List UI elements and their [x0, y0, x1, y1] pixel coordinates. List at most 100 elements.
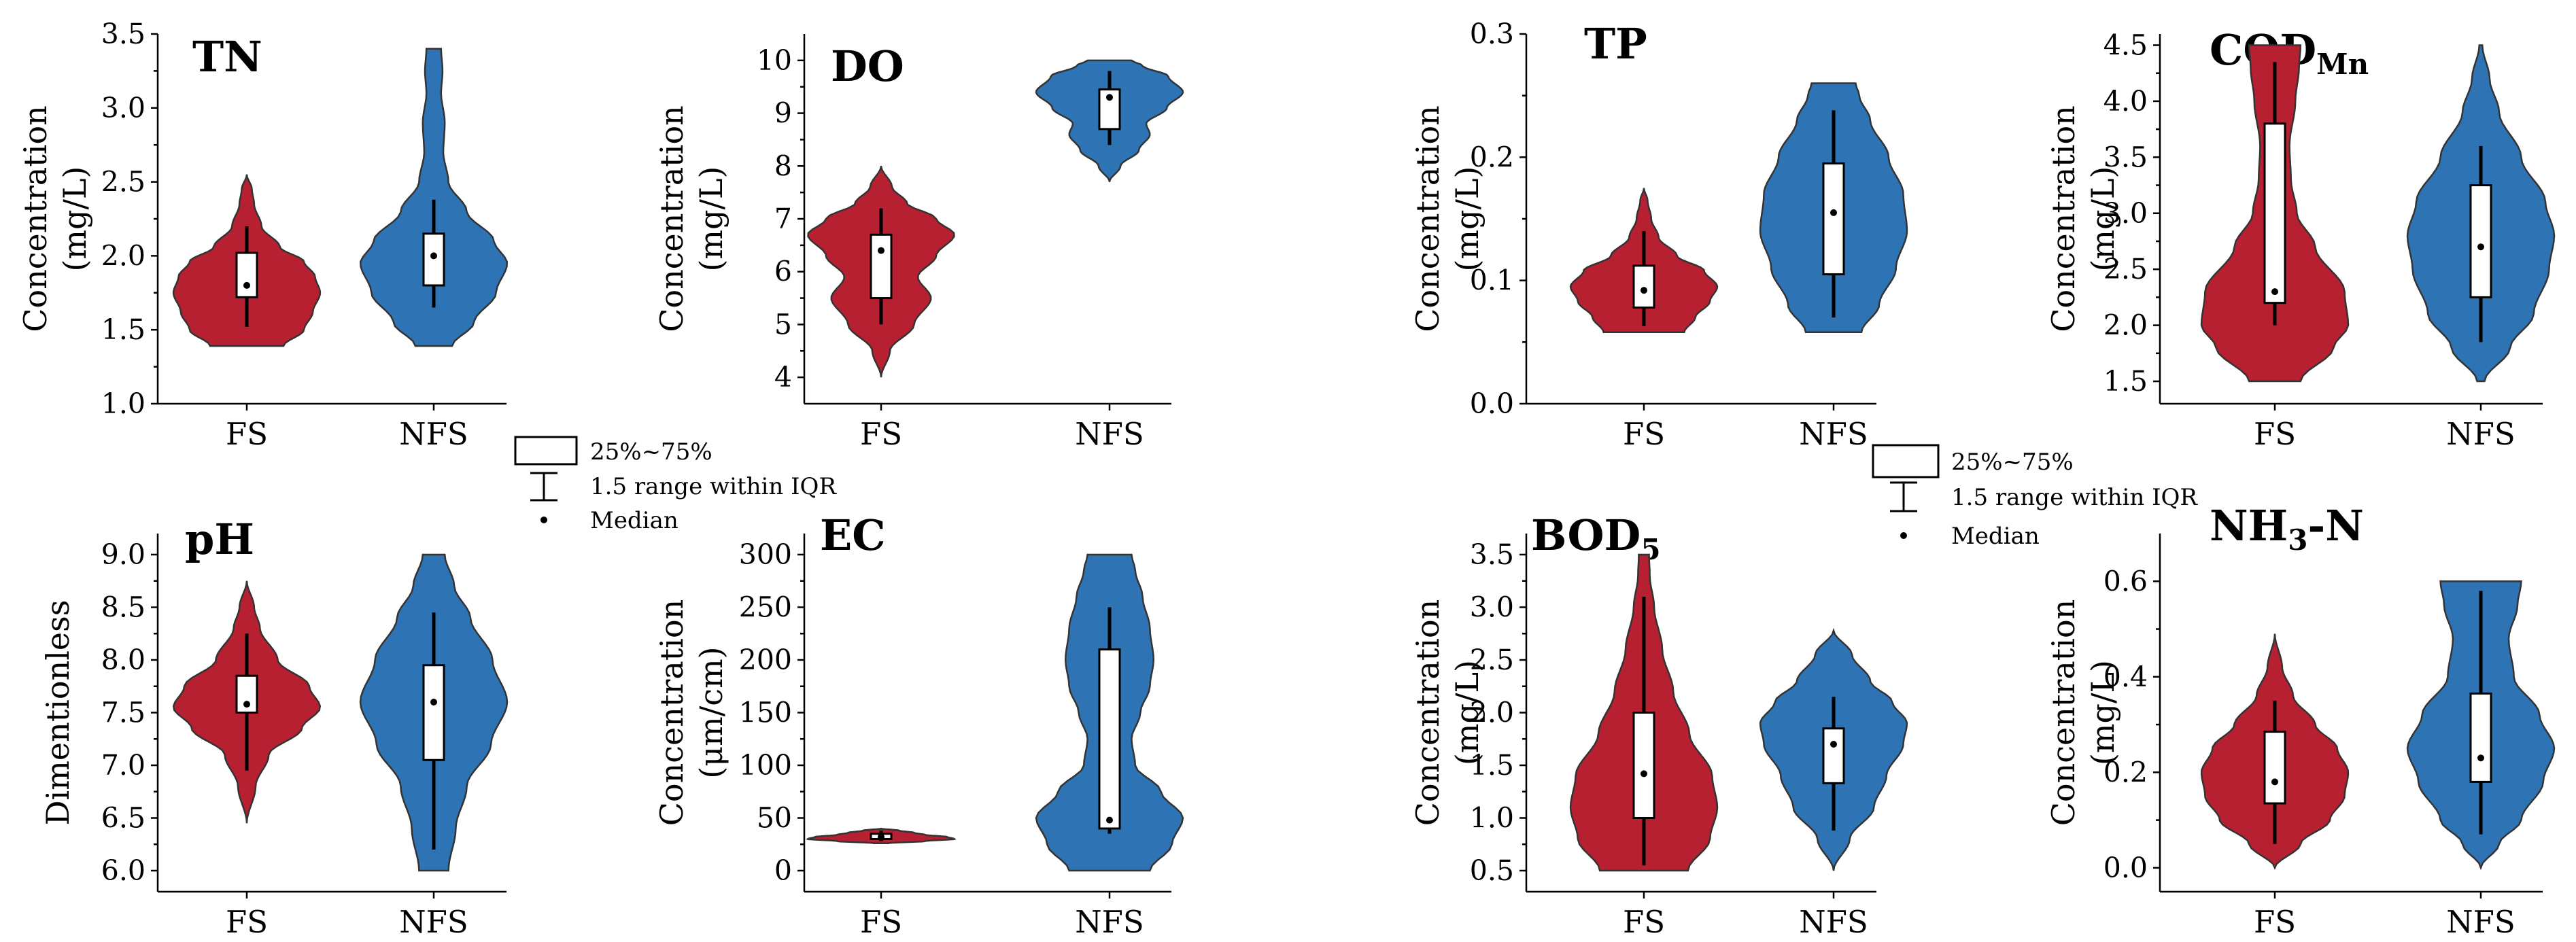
legend-whisker-swatch — [1890, 481, 1917, 512]
median-dot — [1106, 816, 1113, 824]
legend-right: 25%~75% 1.5 range within IQR Median — [1872, 444, 2198, 550]
median-dot — [430, 252, 437, 260]
y-tick-label: 200 — [739, 644, 792, 676]
x-category-label: FS — [860, 416, 902, 452]
iqr-box — [1632, 264, 1655, 309]
violin-nfs — [359, 48, 509, 347]
median-dot — [430, 699, 437, 705]
y-tick-label: 0.6 — [2103, 565, 2148, 597]
x-category-label: FS — [226, 416, 268, 452]
y-tick-label: 4.5 — [2103, 29, 2148, 61]
y-tick-label: 7.0 — [101, 749, 145, 782]
iqr-box — [422, 664, 445, 761]
median-dot — [243, 701, 250, 708]
y-tick-label: 4 — [774, 361, 792, 394]
y-tick-label: 0.2 — [2103, 756, 2148, 788]
x-category-label: FS — [1623, 416, 1665, 452]
y-tick-label: 1.5 — [101, 313, 145, 346]
y-tick-label: 5 — [774, 308, 792, 341]
legend-whisker-label: 1.5 range within IQR — [590, 473, 837, 500]
median-dot — [878, 833, 885, 841]
x-category-label: FS — [2254, 416, 2296, 452]
y-tick-label: 10 — [757, 44, 792, 77]
y-axis-title: Dimentionless — [39, 600, 76, 826]
y-axis-title: Concentration — [653, 105, 690, 332]
y-axis-title: Concentration — [1409, 599, 1446, 826]
y-tick-label: 3.0 — [1470, 591, 1514, 624]
x-category-label: NFS — [2446, 904, 2515, 940]
median-dot — [2271, 288, 2278, 296]
x-category-label: NFS — [1075, 416, 1144, 452]
legend-box-label: 25%~75% — [1951, 449, 2074, 476]
panel-title: TN — [192, 32, 262, 82]
y-axis-title: (mg/L) — [1449, 166, 1486, 271]
iqr-box — [2469, 184, 2492, 298]
y-axis-title: Concentration — [17, 105, 54, 332]
y-tick-label: 6.5 — [101, 802, 145, 835]
y-tick-label: 0.3 — [1470, 18, 1514, 50]
median-dot — [2477, 754, 2484, 762]
y-tick-label: 3.0 — [2103, 197, 2148, 230]
panel-title: NH3-N — [2210, 501, 2364, 557]
y-tick-label: 3.5 — [101, 18, 145, 50]
median-dot — [878, 247, 885, 254]
y-axis-title: Concentration — [653, 599, 690, 826]
x-category-label: FS — [860, 904, 902, 940]
iqr-box — [2469, 692, 2492, 783]
median-dot — [1641, 287, 1647, 294]
iqr-box — [235, 674, 258, 714]
y-tick-label: 0.1 — [1470, 264, 1514, 297]
y-tick-label: 6.0 — [101, 854, 145, 887]
y-axis-title: (mg/L) — [2084, 166, 2121, 271]
panel-ph: 6.0 6.5 7.0 7.5 8.0 8.5 9.0 FS NFS Dimentionless p… — [39, 514, 509, 940]
x-category-label: FS — [1623, 904, 1665, 940]
y-axis-title: (mg/L) — [693, 166, 729, 271]
x-category-label: FS — [226, 904, 268, 940]
y-tick-label: 0.0 — [1470, 387, 1514, 420]
y-tick-label: 0.2 — [1470, 141, 1514, 173]
legend-median-label: Median — [590, 507, 679, 534]
y-tick-label: 2.0 — [101, 239, 145, 272]
x-category-label: NFS — [1075, 904, 1144, 940]
median-dot — [1641, 770, 1647, 778]
y-tick-label: 0.4 — [2103, 661, 2148, 693]
median-dot — [2477, 243, 2484, 251]
y-tick-label: 8.0 — [101, 644, 145, 676]
y-tick-label: 7.5 — [101, 697, 145, 729]
y-tick-label: 8 — [774, 150, 792, 182]
iqr-box — [2263, 731, 2286, 805]
iqr-box — [422, 232, 445, 287]
panel-title: DO — [831, 41, 904, 91]
y-axis-title: (mg/L) — [2084, 660, 2121, 765]
x-category-label: NFS — [1799, 416, 1868, 452]
panel-nh3: 0.0 0.2 0.4 0.6 FS NFS Concentration (mg/L) NH3-… — [2045, 501, 2556, 940]
median-dot — [243, 281, 250, 289]
y-tick-label: 3.5 — [1470, 538, 1514, 571]
iqr-box — [235, 251, 258, 298]
y-axis-title: Concentration — [2045, 599, 2082, 826]
y-tick-label: 9.0 — [101, 538, 145, 571]
legend-box-swatch — [514, 436, 578, 466]
legend-left: 25%~75% 1.5 range within IQR Median — [514, 436, 837, 534]
y-tick-label: 2.5 — [101, 166, 145, 198]
y-tick-label: 2.5 — [2103, 253, 2148, 285]
y-tick-label: 0.5 — [1470, 854, 1514, 887]
x-category-label: NFS — [1799, 904, 1868, 940]
x-category-label: NFS — [399, 904, 468, 940]
panel-title: TP — [1584, 19, 1647, 69]
y-tick-label: 300 — [739, 538, 792, 571]
y-axis-title: Concentration — [1409, 105, 1446, 332]
y-tick-label: 0.0 — [2103, 852, 2148, 884]
legend-whisker-swatch — [530, 472, 557, 502]
iqr-box — [1822, 727, 1845, 784]
y-tick-label: 8.5 — [101, 591, 145, 624]
y-tick-label: 1.5 — [2103, 365, 2148, 398]
legend-median-swatch — [1900, 532, 1907, 539]
y-tick-label: 50 — [757, 802, 792, 835]
iqr-box — [1098, 648, 1121, 830]
legend-median-swatch — [540, 517, 547, 523]
y-tick-label: 150 — [739, 697, 792, 729]
panel-ec: 0 50 100 150 200 250 300 FS NFS Concentration (μm/… — [653, 510, 1184, 940]
panel-bod5: 0.5 1.0 1.5 2.0 2.5 3.0 3.5 FS NFS Concentration(… — [1409, 510, 1908, 940]
